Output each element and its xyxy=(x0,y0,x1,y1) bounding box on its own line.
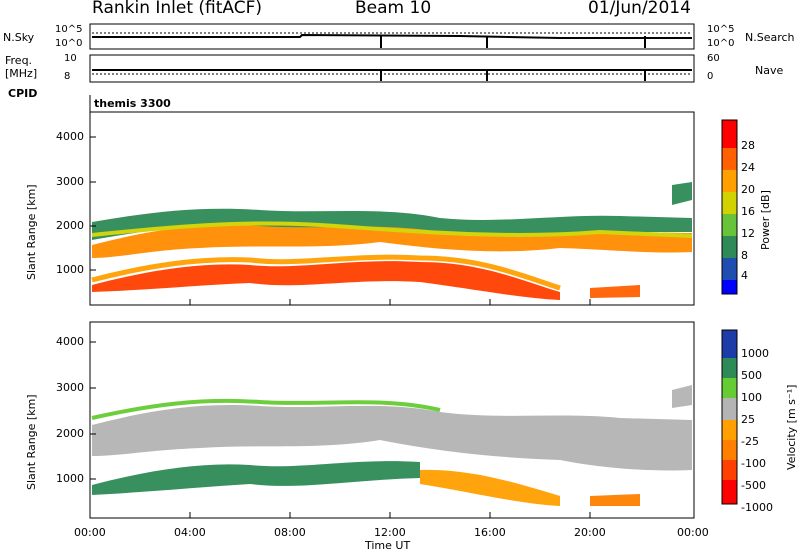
power-panel-frame xyxy=(89,111,695,306)
cpid-value: themis 3300 xyxy=(94,97,171,110)
sky-right-label: N.Search xyxy=(745,31,795,44)
velocity-heatmap xyxy=(91,385,692,506)
sky-right-tick-bottom: 10^0 xyxy=(707,38,735,49)
freq-panel-frame xyxy=(89,54,695,83)
power-cb-4 xyxy=(722,192,737,214)
freq-left-tick-top: 10 xyxy=(64,53,77,64)
y-tick-marks xyxy=(90,136,96,480)
power-late-high xyxy=(672,182,692,205)
vel-cb-tick-neg1000: -1000 xyxy=(741,501,773,514)
vel-cb-tick-25: 25 xyxy=(741,413,755,426)
x-tick-4: 16:00 xyxy=(474,526,506,539)
power-colorbar xyxy=(721,119,738,295)
velocity-upper-green xyxy=(91,398,441,420)
beam-title: Beam 10 xyxy=(355,0,432,18)
vel-cb-tick-100: 100 xyxy=(741,391,762,404)
velocity-late-orange xyxy=(590,494,640,506)
power-cb-tick-20: 20 xyxy=(741,183,755,196)
x-tick-2: 08:00 xyxy=(274,526,306,539)
velocity-panel-frame xyxy=(89,321,695,519)
velocity-cb-4 xyxy=(722,420,737,440)
velocity-cb-5 xyxy=(722,440,737,460)
vel-cb-tick-neg500: -500 xyxy=(741,479,766,492)
sky-panel-frame xyxy=(89,23,695,50)
velocity-ytick-1000: 1000 xyxy=(56,472,84,485)
x-axis-label: Time UT xyxy=(365,539,411,552)
power-cb-tick-24: 24 xyxy=(741,161,755,174)
power-upper-yellow xyxy=(91,221,693,238)
power-cb-tick-12: 12 xyxy=(741,227,755,240)
sky-left-label: N.Sky xyxy=(3,31,35,44)
x-tick-5: 20:00 xyxy=(574,526,606,539)
nave-tick-top: 60 xyxy=(707,53,720,64)
sky-left-tick-bottom: 10^0 xyxy=(55,38,83,49)
velocity-ytick-2000: 2000 xyxy=(56,427,84,440)
power-upper-green xyxy=(92,208,692,240)
power-cb-2 xyxy=(722,236,737,258)
velocity-lower-darkgreen xyxy=(92,461,420,495)
velocity-upper-gray xyxy=(92,404,692,471)
sky-left-tick-top: 10^5 xyxy=(55,24,83,35)
x-tick-marks xyxy=(89,299,695,518)
x-tick-6: 00:00 xyxy=(677,526,709,539)
power-late-blob xyxy=(590,285,640,298)
freq-label-2: [MHz] xyxy=(5,67,38,80)
x-tick-3: 12:00 xyxy=(374,526,406,539)
power-cb-tick-8: 8 xyxy=(741,249,748,262)
velocity-ytick-3000: 3000 xyxy=(56,381,84,394)
cpid-label: CPID xyxy=(8,87,38,100)
velocity-cb-7 xyxy=(722,480,737,504)
power-cb-label: Power [dB] xyxy=(759,190,772,250)
freq-left-tick-bottom: 8 xyxy=(64,71,71,82)
vel-cb-tick-neg100: -100 xyxy=(741,457,766,470)
power-cb-5 xyxy=(722,170,737,192)
power-cb-tick-28: 28 xyxy=(741,139,755,152)
sky-trace xyxy=(92,33,692,39)
velocity-cb-3 xyxy=(722,398,737,420)
power-cb-7 xyxy=(722,120,737,148)
x-tick-0: 00:00 xyxy=(74,526,106,539)
power-cb-tick-4: 4 xyxy=(741,269,748,282)
date-title: 01/Jun/2014 xyxy=(588,0,691,18)
power-lower-band-edge xyxy=(91,254,561,291)
sky-right-tick-top: 10^5 xyxy=(707,24,735,35)
velocity-cb-1 xyxy=(722,358,737,378)
velocity-cb-2 xyxy=(722,378,737,398)
power-upper-band xyxy=(92,224,692,258)
power-ytick-2000: 2000 xyxy=(56,219,84,232)
nave-label: Nave xyxy=(755,64,784,77)
power-ytick-1000: 1000 xyxy=(56,263,84,276)
power-cb-0 xyxy=(722,280,737,294)
velocity-colorbar xyxy=(721,329,738,505)
vel-cb-tick-neg25: -25 xyxy=(741,435,759,448)
power-lower-band xyxy=(92,261,560,300)
velocity-cb-6 xyxy=(722,460,737,480)
power-cb-1 xyxy=(722,258,737,280)
vel-cb-tick-500: 500 xyxy=(741,369,762,382)
power-ytick-3000: 3000 xyxy=(56,175,84,188)
power-cb-tick-16: 16 xyxy=(741,205,755,218)
velocity-ytick-4000: 4000 xyxy=(56,335,84,348)
power-heatmap xyxy=(91,182,693,300)
velocity-cb-0 xyxy=(722,330,737,358)
nave-tick-bottom: 0 xyxy=(707,71,714,82)
vel-cb-tick-1000: 1000 xyxy=(741,347,769,360)
station-title: Rankin Inlet (fitACF) xyxy=(92,0,263,18)
velocity-lower-orange xyxy=(420,469,560,506)
sky-ticks-marks xyxy=(380,36,646,81)
freq-label-1: Freq. xyxy=(5,54,33,67)
velocity-late-high xyxy=(672,385,692,408)
velocity-cb-label: Velocity [m s⁻¹] xyxy=(785,384,798,470)
x-tick-1: 04:00 xyxy=(174,526,206,539)
power-cb-6 xyxy=(722,148,737,170)
power-ytick-4000: 4000 xyxy=(56,130,84,143)
power-cb-3 xyxy=(722,214,737,236)
